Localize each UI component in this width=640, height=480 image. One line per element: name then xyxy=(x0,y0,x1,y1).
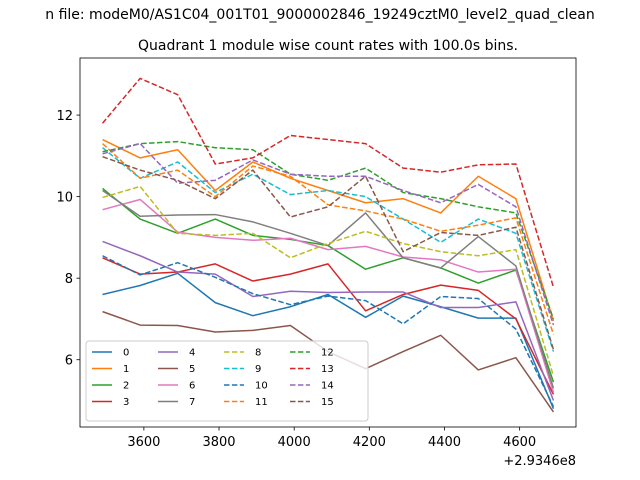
y-tick-label: 10 xyxy=(56,191,73,206)
x-tick-label: 3800 xyxy=(202,435,235,450)
legend-label-5: 5 xyxy=(189,364,195,375)
y-tick-label: 6 xyxy=(65,354,73,369)
series-line-10 xyxy=(102,255,555,407)
series-line-11 xyxy=(102,143,555,335)
series-line-14 xyxy=(102,142,555,326)
x-tick-label: 4200 xyxy=(353,435,386,450)
legend-label-11: 11 xyxy=(255,397,268,408)
legend-label-3: 3 xyxy=(123,397,129,408)
chart-title: Quadrant 1 module wise count rates with … xyxy=(138,38,518,54)
x-tick-label: 4400 xyxy=(428,435,461,450)
legend-label-14: 14 xyxy=(321,381,334,392)
legend-label-6: 6 xyxy=(189,381,195,392)
series-line-7 xyxy=(102,189,555,389)
legend-label-13: 13 xyxy=(321,364,334,375)
series-line-9 xyxy=(102,147,555,352)
series-line-15 xyxy=(102,155,555,350)
series-line-1 xyxy=(102,138,555,322)
series-line-12 xyxy=(102,140,555,320)
legend-label-8: 8 xyxy=(255,348,261,359)
legend-label-15: 15 xyxy=(321,397,334,408)
series-line-0 xyxy=(102,272,555,409)
legend-label-1: 1 xyxy=(123,364,129,375)
legend-label-7: 7 xyxy=(189,397,195,408)
x-axis-offset-label: +2.9346e8 xyxy=(503,454,576,469)
series-line-8 xyxy=(102,185,555,377)
legend-label-2: 2 xyxy=(123,381,129,392)
figure-suptitle: n file: modeM0/AS1C04_001T01_9000002846_… xyxy=(45,7,594,23)
legend-label-4: 4 xyxy=(189,348,195,359)
series-line-4 xyxy=(102,240,555,401)
legend-label-10: 10 xyxy=(255,381,268,392)
axes-frame xyxy=(79,57,577,428)
legend-label-0: 0 xyxy=(123,348,129,359)
y-tick-label: 8 xyxy=(65,272,73,287)
y-tick-label: 12 xyxy=(56,109,73,124)
x-tick-label: 3600 xyxy=(127,435,160,450)
legend-box xyxy=(85,340,369,422)
legend-label-9: 9 xyxy=(255,364,261,375)
x-tick-label: 4600 xyxy=(503,435,536,450)
legend-label-12: 12 xyxy=(321,348,334,359)
series-line-6 xyxy=(102,198,555,393)
series-line-13 xyxy=(101,77,555,288)
x-tick-label: 4000 xyxy=(278,435,311,450)
